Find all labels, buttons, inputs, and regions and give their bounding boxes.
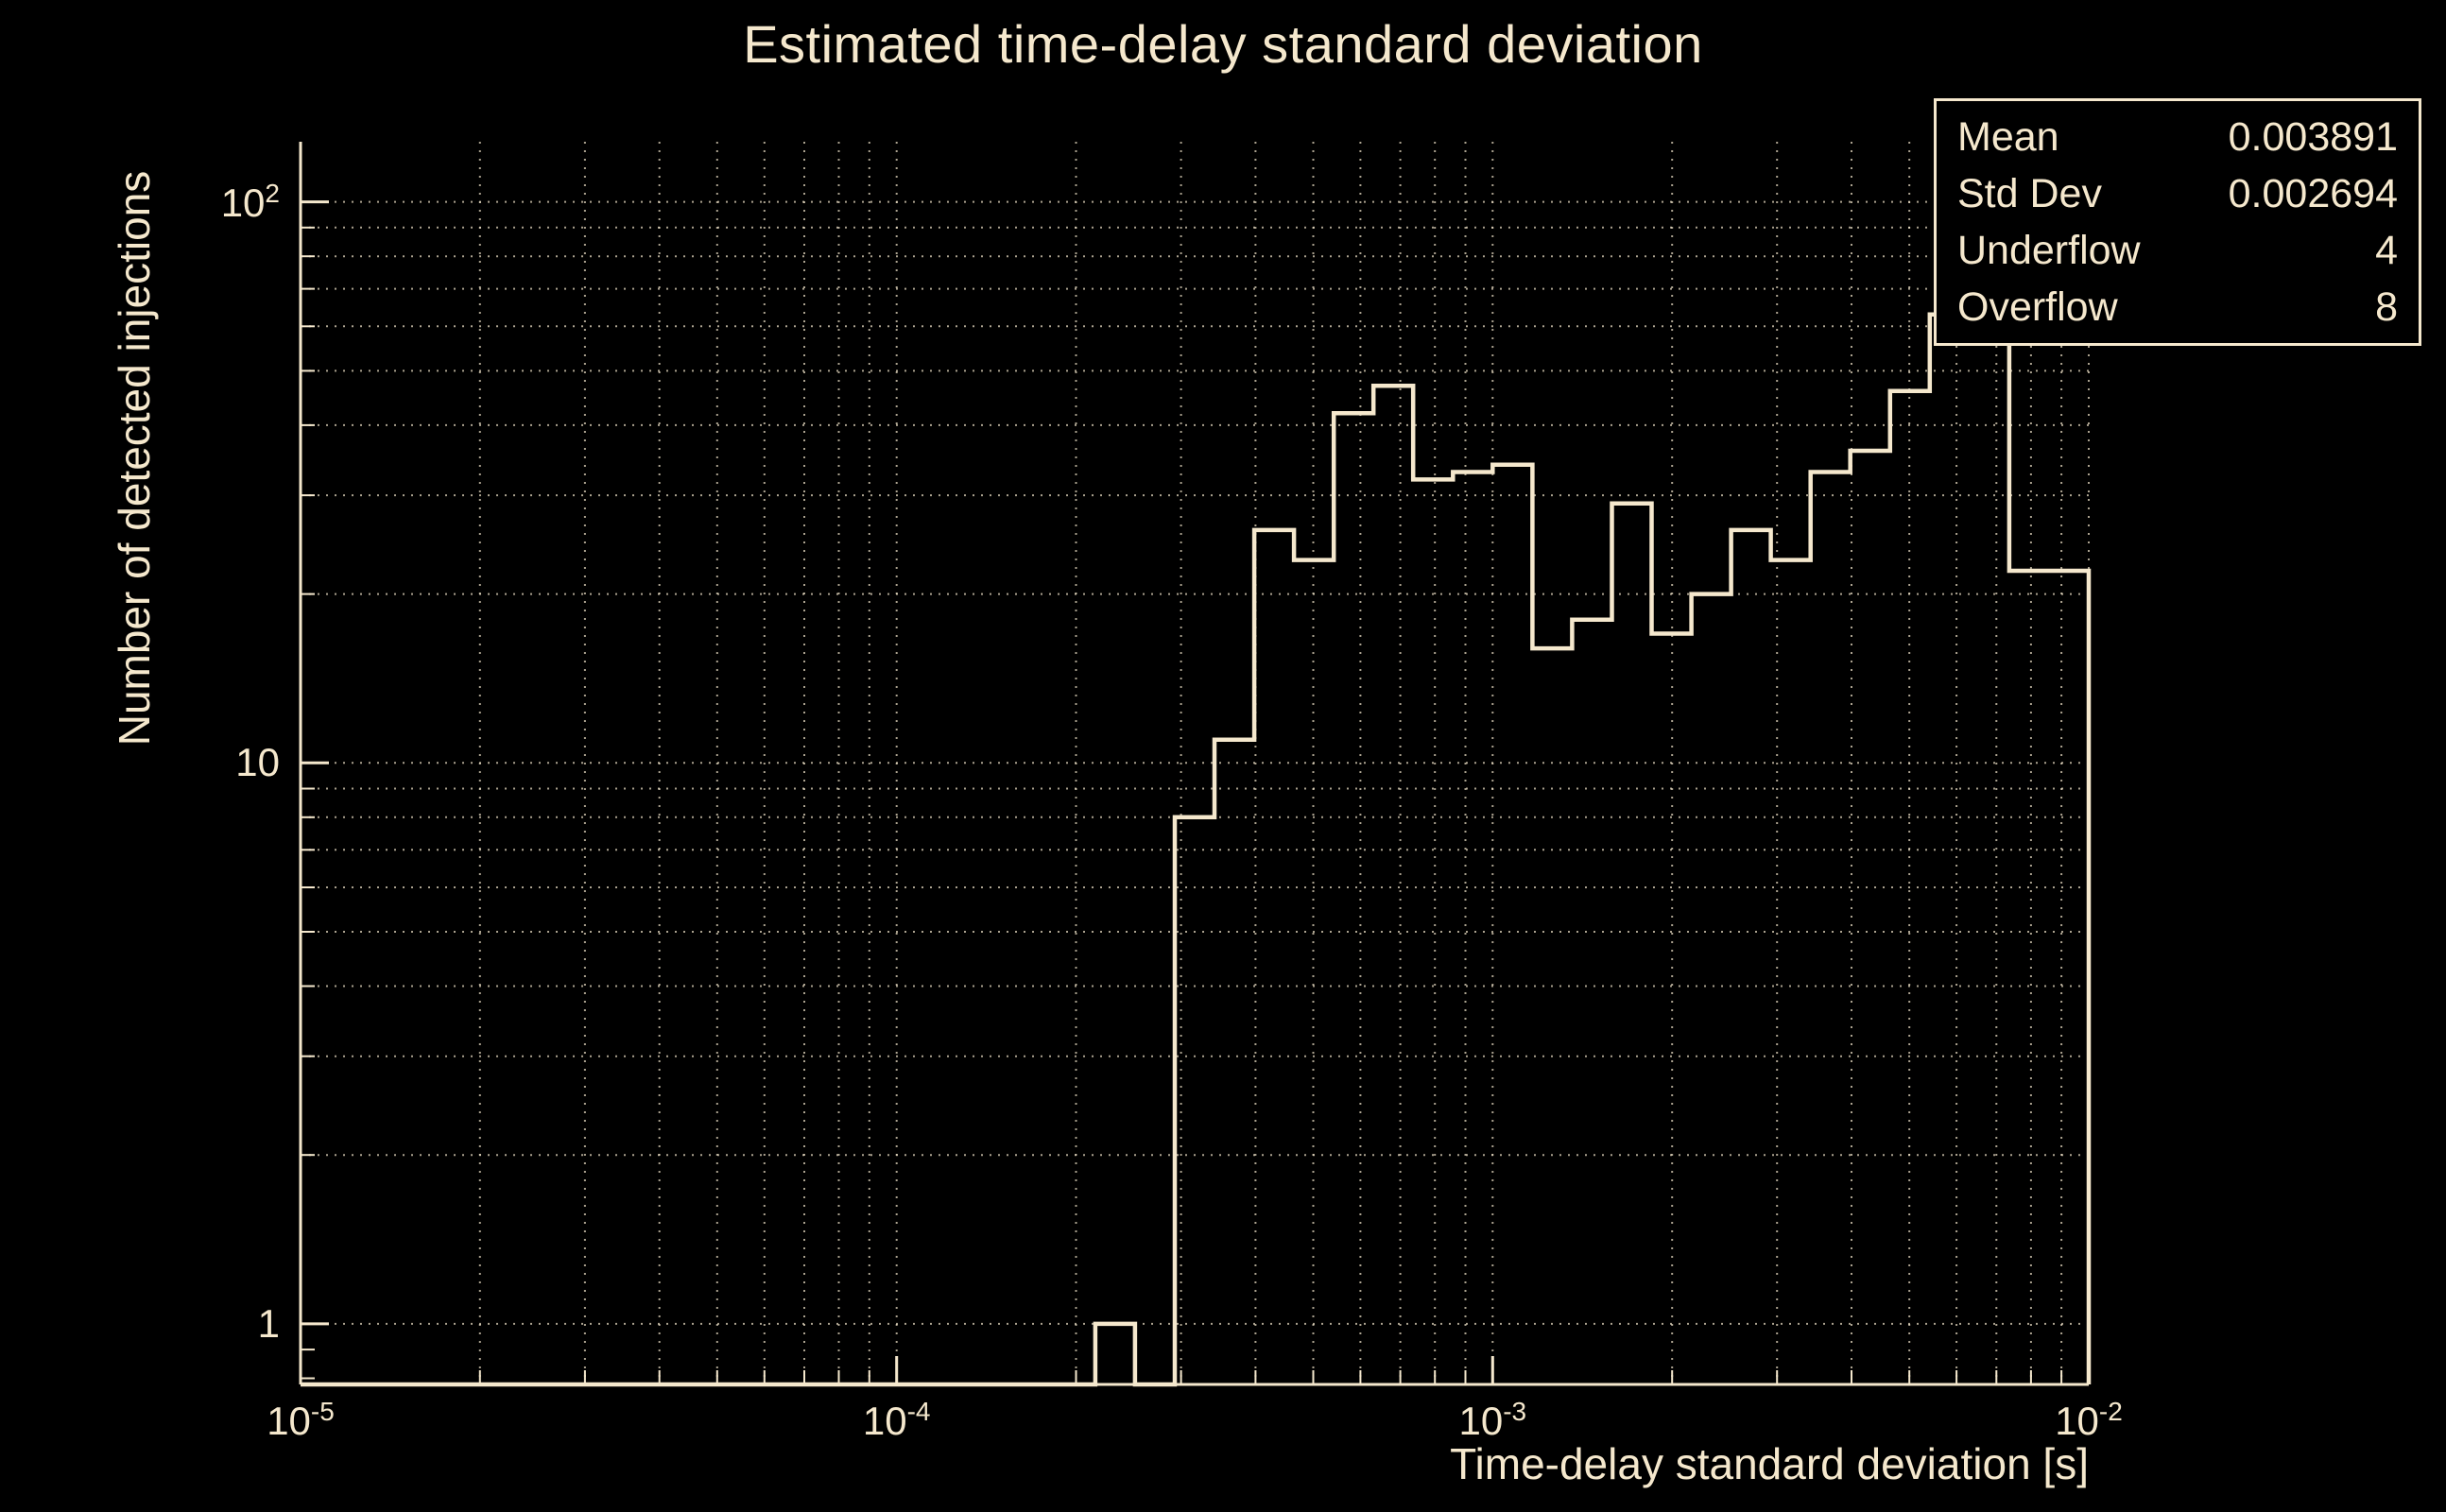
x-tick-label: 10-4 — [862, 1397, 931, 1443]
stats-row-mean: Mean 0.003891 — [1957, 114, 2398, 161]
stats-value: 0.003891 — [2228, 113, 2398, 160]
x-tick-label: 10-5 — [267, 1397, 335, 1443]
stats-row-overflow: Overflow 8 — [1957, 284, 2398, 331]
x-axis-title: Time-delay standard deviation [s] — [1450, 1439, 2089, 1488]
stats-row-underflow: Underflow 4 — [1957, 228, 2398, 274]
y-axis-title: Number of detected injections — [110, 170, 159, 747]
stats-value: 0.002694 — [2228, 170, 2398, 216]
stats-label: Overflow — [1957, 284, 2118, 330]
stats-box: Mean 0.003891 Std Dev 0.002694 Underflow… — [1934, 98, 2421, 346]
stats-label: Mean — [1957, 113, 2059, 160]
grid-lines — [300, 142, 2090, 1384]
y-tick-label: 1 — [257, 1300, 280, 1346]
x-tick-label: 10-3 — [1458, 1397, 1527, 1443]
x-tick-label: 10-2 — [2055, 1397, 2123, 1443]
stats-label: Underflow — [1957, 227, 2141, 273]
y-tick-label: 102 — [220, 178, 280, 225]
y-tick-label: 10 — [235, 740, 280, 785]
stats-row-stddev: Std Dev 0.002694 — [1957, 171, 2398, 217]
axis-ticks — [299, 200, 2091, 1384]
stats-value: 4 — [2375, 227, 2398, 273]
chart-title: Estimated time-delay standard deviation — [743, 14, 1703, 74]
stats-label: Std Dev — [1957, 170, 2102, 216]
stats-value: 8 — [2375, 284, 2398, 330]
histogram-step-line — [301, 239, 2092, 1387]
